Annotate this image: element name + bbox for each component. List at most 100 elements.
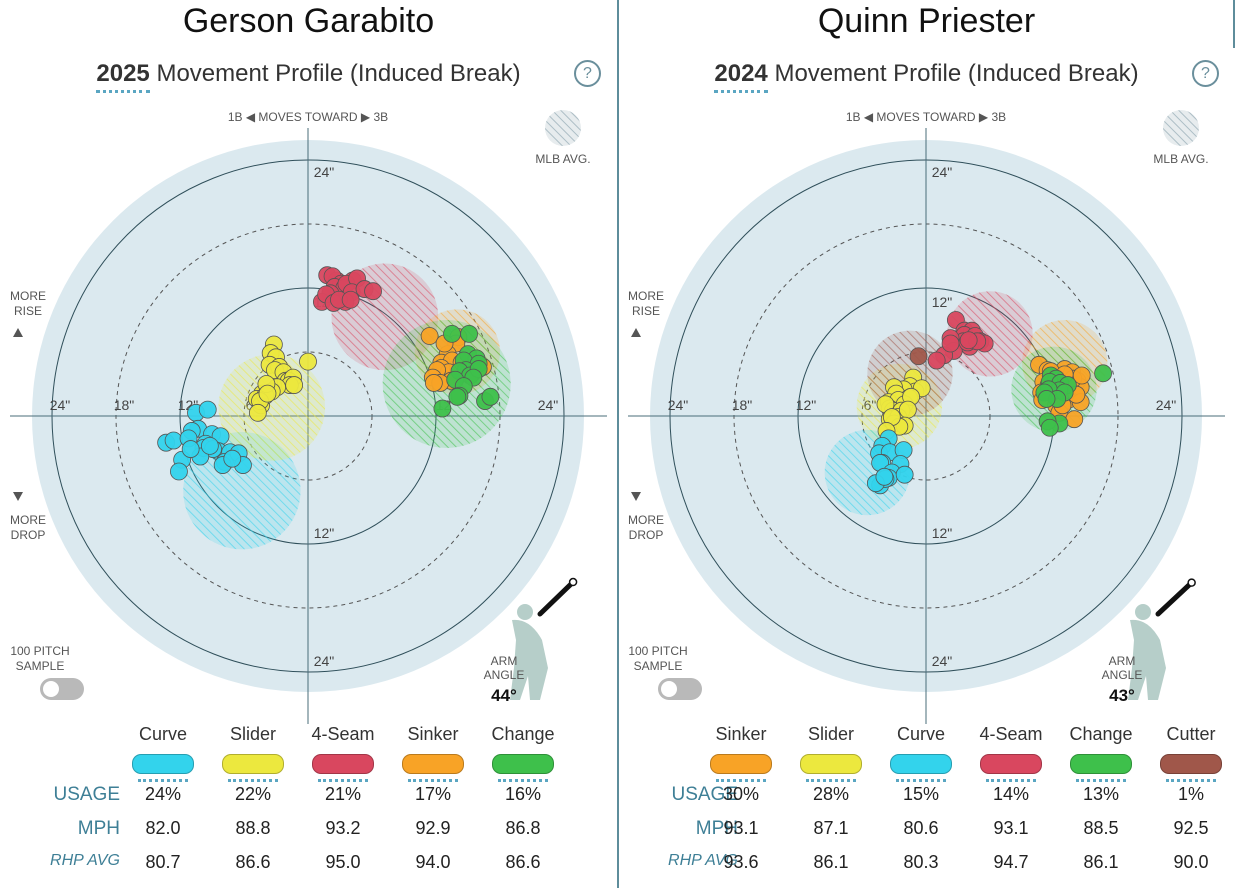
pitcher-head (517, 604, 533, 620)
usage-cell: 15% (902, 784, 940, 804)
arm-angle-ball (568, 577, 578, 587)
pill-underline (716, 779, 766, 782)
rhp-avg-cell: 93.6 (723, 852, 759, 872)
title-year[interactable]: 2024 (714, 60, 768, 93)
help-icon[interactable]: ? (1192, 60, 1219, 87)
rhp-avg-cell: 86.1 (813, 852, 849, 872)
more-rise-label-2: RISE (14, 304, 42, 318)
pitch-color-pill[interactable] (1160, 754, 1222, 774)
arm-angle-label-line2: ANGLE (483, 668, 525, 682)
arm-angle-value: 43° (1109, 686, 1135, 705)
mlb-avg-swatch (1163, 110, 1199, 146)
pitch-column-change: Change 13% 88.5 86.1 (1056, 724, 1146, 884)
ring-label-left-18: 18" (114, 397, 135, 413)
toggle-knob (43, 681, 59, 697)
sample-label-line2: SAMPLE (15, 659, 65, 673)
pitch-name: Curve (138, 724, 187, 744)
ring-label-top-12: 12" (932, 294, 953, 310)
pitch-color-pill[interactable] (710, 754, 772, 774)
ring-label-bottom-24: 24" (932, 653, 953, 669)
pitch-dot-change (481, 387, 500, 406)
pitch-dot-4-seam (364, 282, 382, 301)
mph-cell: 93.1 (723, 818, 759, 838)
arm-angle-line (1155, 580, 1195, 617)
arm-angle-line (537, 579, 576, 617)
pitch-color-pill[interactable] (1070, 754, 1132, 774)
sample-label: 100 PITCH SAMPLE (626, 644, 690, 674)
pitch-dot-slider (285, 376, 304, 394)
sample-label-line1: 100 PITCH (10, 644, 70, 658)
mph-cell: 88.8 (235, 818, 271, 838)
pitch-column-sinker: Sinker 17% 92.9 94.0 (388, 724, 478, 884)
more-rise-label: MORE (10, 289, 46, 303)
pitch-color-pill[interactable] (222, 754, 284, 774)
pitch-color-pill[interactable] (890, 754, 952, 774)
mlb-avg-label: MLB AVG. (1153, 152, 1208, 166)
chart-title: 2025 Movement Profile (Induced Break) (0, 60, 617, 93)
pitch-dot-curve (875, 467, 894, 486)
mph-cell: 86.8 (505, 818, 541, 838)
pitch-column-slider: Slider 28% 87.1 86.1 (786, 724, 876, 884)
row-label-mph: MPH (77, 818, 120, 839)
pitch-color-pill[interactable] (312, 754, 374, 774)
pitch-dot-change (448, 387, 467, 406)
pitch-color-pill[interactable] (492, 754, 554, 774)
sample-toggle[interactable] (40, 678, 84, 700)
pitch-table: USAGE MPH RHP AVG Sinker 30% 93.1 93.6 Slide… (618, 724, 1235, 884)
pill-underline (806, 779, 856, 782)
pitch-name: Slider (229, 724, 277, 744)
pitcher-figure (510, 604, 548, 700)
pitch-name: Change (1069, 724, 1133, 744)
arm-angle-label: ARM ANGLE (476, 654, 532, 682)
row-label-rhp-avg: RHP AVG (668, 852, 738, 869)
pitcher-figure (1128, 604, 1166, 700)
pitch-dot-sinker (420, 327, 439, 345)
pill-underline (138, 779, 188, 782)
pitch-color-pill[interactable] (402, 754, 464, 774)
pitcher-head (1135, 604, 1151, 620)
moves-toward-label: 1B ◀ MOVES TOWARD ▶ 3B (846, 110, 1006, 124)
row-label-rhp-avg: RHP AVG (50, 852, 120, 869)
ring-label-right-24: 24" (1156, 397, 1177, 413)
pitch-color-pill[interactable] (800, 754, 862, 774)
ring-label-bottom-24: 24" (314, 653, 335, 669)
moves-toward-label: 1B ◀ MOVES TOWARD ▶ 3B (228, 110, 388, 124)
mph-cell: 80.6 (903, 818, 939, 838)
pitcher-name: Quinn Priester (817, 2, 1036, 40)
pitch-dot-change (460, 324, 478, 343)
usage-cell: 14% (992, 784, 1030, 804)
usage-cell: 22% (234, 784, 272, 804)
pill-underline (986, 779, 1036, 782)
ring-label-bottom-12: 12" (932, 525, 953, 541)
mlb-avg-curve (183, 432, 301, 550)
pitch-color-pill[interactable] (980, 754, 1042, 774)
pitch-dot-change (1040, 418, 1059, 437)
ring-label-left-12: 12" (796, 397, 817, 413)
movement-plot: 24"12"12"24"24"18"12"6"12"24"1B ◀ MOVES … (10, 110, 607, 724)
arm-angle-label-line1: ARM (490, 654, 518, 668)
pitch-column-4-seam: 4-Seam 21% 93.2 95.0 (298, 724, 388, 884)
pitcher-name: Gerson Garabito (182, 2, 435, 40)
pitch-name: Slider (807, 724, 855, 744)
pitch-dot-4-seam (927, 351, 946, 370)
pitch-dot-4-seam (941, 334, 960, 353)
pitch-name: 4-Seam (979, 724, 1043, 744)
sample-label: 100 PITCH SAMPLE (8, 644, 72, 674)
pitch-name: Cutter (1166, 724, 1216, 744)
pill-underline (896, 779, 946, 782)
usage-cell: 24% (144, 784, 182, 804)
pitcher-body (510, 619, 548, 700)
more-drop-label-2: DROP (629, 528, 664, 542)
pitch-column-slider: Slider 22% 88.8 86.6 (208, 724, 298, 884)
pitch-table: USAGE MPH RHP AVG Curve 24% 82.0 80.7 Slider… (0, 724, 617, 884)
pitch-color-pill[interactable] (132, 754, 194, 774)
panel-garabito: Gerson Garabito 2025 Movement Profile (I… (0, 0, 617, 888)
pitch-dot-curve (170, 462, 188, 481)
pill-underline (318, 779, 368, 782)
title-year[interactable]: 2025 (96, 60, 150, 93)
help-icon[interactable]: ? (574, 60, 601, 87)
pitch-name: Sinker (407, 724, 459, 744)
panel-priester: Quinn Priester 2024 Movement Profile (In… (618, 0, 1235, 888)
mph-cell: 87.1 (813, 818, 849, 838)
sample-toggle[interactable] (658, 678, 702, 700)
